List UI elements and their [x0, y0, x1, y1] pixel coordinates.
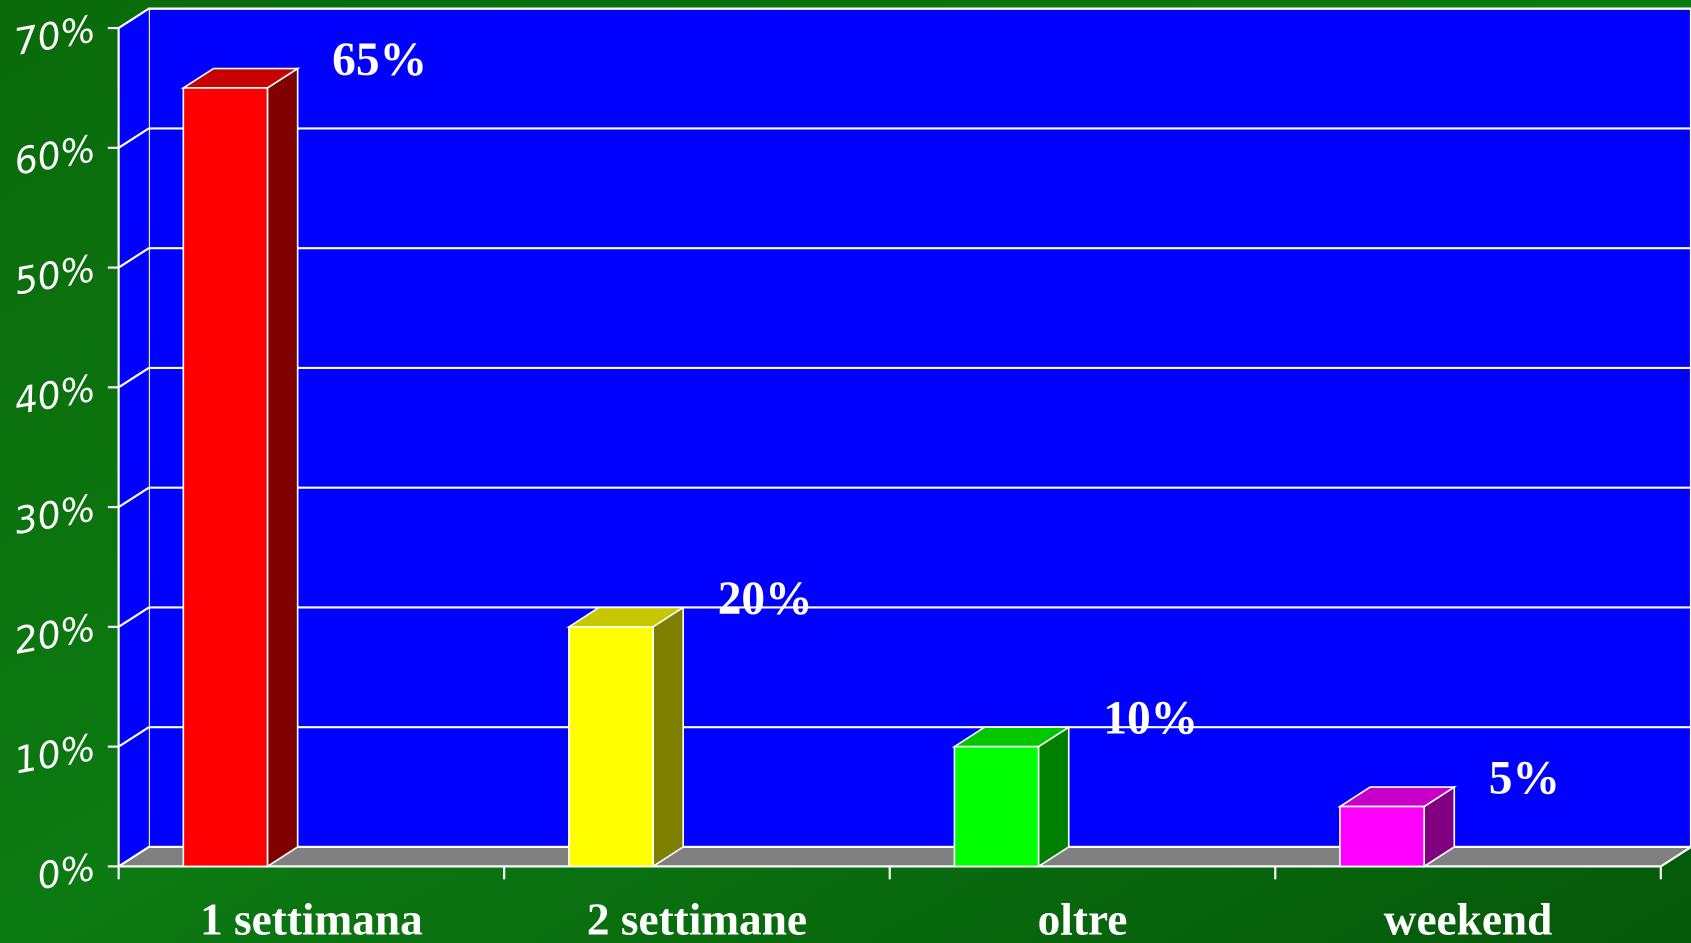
bar	[568, 626, 654, 868]
bar	[953, 745, 1040, 868]
grid-line-side	[118, 247, 150, 269]
grid-line-side	[118, 606, 150, 628]
y-tick-label: 0%	[34, 846, 99, 898]
grid-line-side	[118, 486, 150, 509]
data-label: 65%	[332, 34, 427, 86]
x-tick-label: oltre	[1038, 894, 1128, 943]
bar	[1339, 805, 1425, 868]
back-wall	[147, 7, 1691, 849]
x-tick-label: weekend	[1384, 894, 1553, 943]
data-label: 20%	[718, 573, 813, 625]
grid-line-side	[118, 367, 150, 389]
side-wall	[118, 8, 149, 867]
floor	[114, 845, 1691, 868]
grid-line-side	[118, 7, 150, 29]
grid-line-side	[118, 726, 150, 748]
grid-line-side	[118, 127, 150, 149]
x-tick-label: 2 settimane	[587, 894, 807, 943]
bar-side	[266, 67, 299, 868]
x-tick-label: 1 settimana	[200, 894, 423, 943]
data-label: 5%	[1489, 753, 1560, 805]
data-label: 10%	[1103, 693, 1198, 745]
bar	[182, 87, 269, 868]
bar-side	[1037, 725, 1070, 868]
bar-side	[652, 605, 685, 868]
